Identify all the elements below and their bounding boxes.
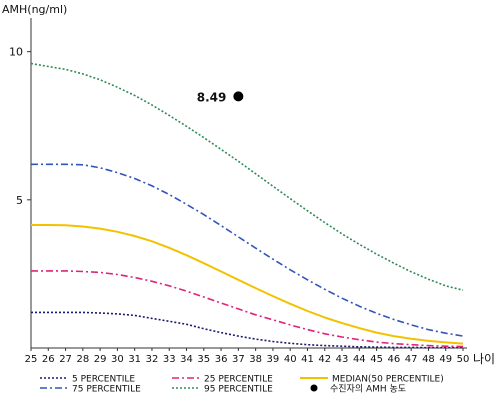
series-line-5-percentile [31, 311, 463, 349]
legend-label: 5 PERCENTILE [72, 375, 135, 385]
x-tick-label: 27 [59, 354, 72, 365]
x-tick-label: 46 [388, 354, 401, 365]
x-tick-label: 25 [25, 354, 38, 365]
x-tick-label: 36 [215, 354, 228, 365]
series-line-median-50-percentile [31, 224, 464, 345]
legend-label: MEDIAN(50 PERCENTILE) [332, 375, 444, 385]
marker-layer: 8.49 [197, 90, 244, 104]
x-tick-label: 49 [439, 354, 452, 365]
x-tick-label: 44 [353, 354, 366, 365]
x-tick-label: 37 [232, 354, 245, 365]
y-tick-label: 10 [9, 46, 23, 59]
x-tick-label: 28 [76, 354, 89, 365]
x-tick-label: 42 [318, 354, 331, 365]
legend-marker-symbol [310, 384, 318, 392]
x-tick-label: 34 [180, 354, 193, 365]
y-axis-label: AMH(ng/ml) [2, 3, 67, 16]
series-layer [30, 62, 464, 349]
patient-amh-value-label: 8.49 [197, 90, 227, 104]
x-tick-label: 31 [128, 354, 141, 365]
x-tick-label: 48 [422, 354, 435, 365]
series-line-75-percentile [31, 163, 464, 337]
legend: 5 PERCENTILE 25 PERCENTILE MEDIAN(50 PERCE… [40, 375, 444, 395]
legend-label: 수진자의 AMH 농도 [330, 384, 406, 395]
x-tick-label: 35 [197, 354, 210, 365]
x-tick-label: 40 [284, 354, 297, 365]
x-axis-label: 나이 [473, 352, 495, 366]
legend-label: 95 PERCENTILE [204, 385, 273, 395]
x-tick-label: 38 [249, 354, 262, 365]
legend-label: 75 PERCENTILE [72, 385, 141, 395]
series-line-95-percentile [30, 62, 464, 291]
patient-amh-marker [233, 91, 244, 102]
legend-label: 25 PERCENTILE [204, 375, 273, 385]
x-tick-label: 29 [94, 354, 107, 365]
x-tick-label: 50 [457, 354, 470, 365]
x-tick-label: 41 [301, 354, 314, 365]
x-tick-label: 47 [405, 354, 418, 365]
y-tick-label: 5 [16, 194, 23, 207]
x-tick-label: 26 [42, 354, 55, 365]
x-tick-label: 32 [146, 354, 159, 365]
x-tick-label: 39 [267, 354, 280, 365]
x-tick-label: 33 [163, 354, 176, 365]
x-tick-label: 30 [111, 354, 124, 365]
series-line-25-percentile [31, 270, 464, 348]
axes-group: 5 10 25 26 27 28 29 30 31 32 33 34 35 36 37 38 39 40 41 42 4… [9, 18, 469, 365]
x-tick-label: 45 [370, 354, 383, 365]
x-tick-label: 43 [336, 354, 349, 365]
